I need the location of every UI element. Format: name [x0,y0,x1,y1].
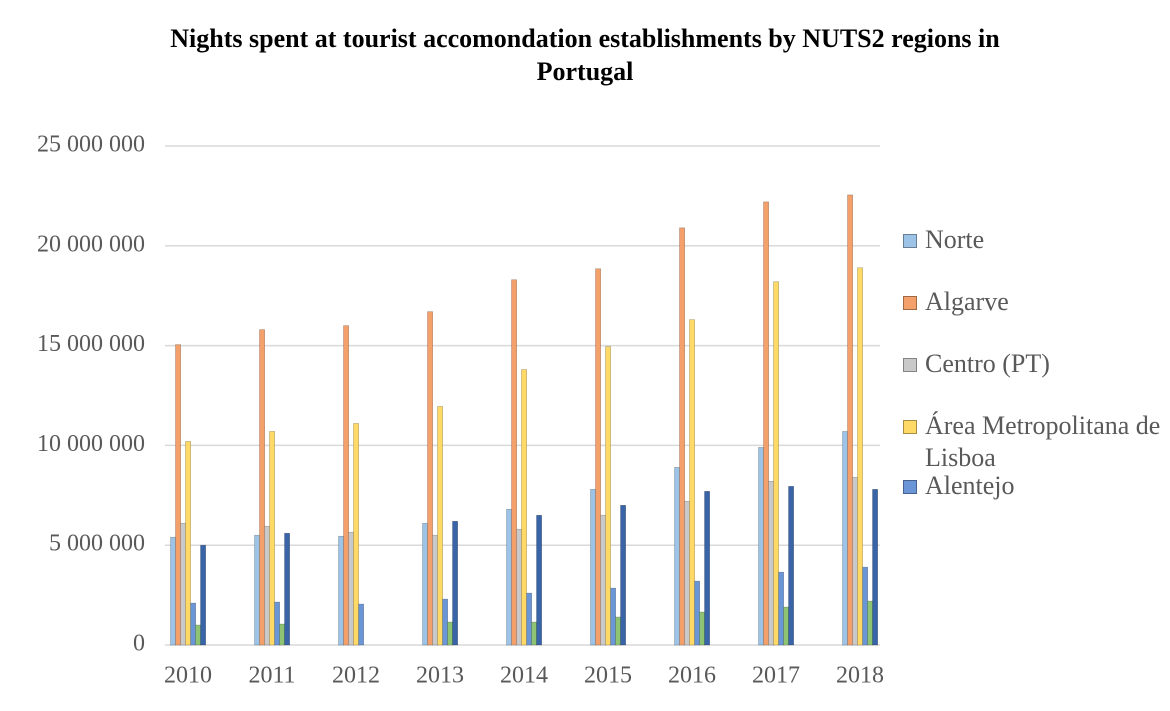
bar [694,580,700,646]
x-tick-label: 2015 [584,663,632,689]
bar [684,500,690,646]
bar [778,571,784,646]
bar [788,486,794,646]
bar [422,522,428,646]
bar [437,406,443,646]
bar [872,489,878,646]
bar [343,325,349,646]
legend-item: Centro (PT) [903,348,1168,380]
bar [679,227,685,646]
legend-swatch [903,420,917,434]
bar [511,279,517,646]
bar [674,467,680,646]
bar [264,525,270,646]
bar [773,281,779,646]
y-tick-label: 0 [133,631,145,657]
bar [447,621,453,646]
bar [284,532,290,646]
legend-label: Centro (PT) [925,349,1050,378]
bar [185,441,191,646]
legend-swatch [903,480,917,494]
bar [195,624,201,646]
bar [862,566,868,646]
bar [432,534,438,646]
bar [358,603,364,646]
bar [867,600,873,646]
bar [620,504,626,646]
bar [590,489,596,646]
bar [610,587,616,646]
bar [763,201,769,646]
y-tick-label: 10 000 000 [37,431,145,457]
x-tick-label: 2016 [668,663,716,689]
x-tick-label: 2018 [836,663,884,689]
y-tick-label: 25 000 000 [37,132,145,158]
legend-item: Alentejo [903,470,1168,502]
bar [847,194,853,646]
bar [353,423,359,646]
bar [600,514,606,646]
x-tick-label: 2012 [332,663,380,689]
x-tick-label: 2011 [248,663,295,689]
legend-item: Área Metropolitana de Lisboa [903,410,1168,474]
bar [615,616,621,646]
bar [269,431,275,646]
legend-label: Alentejo [925,471,1015,500]
bar [689,319,695,646]
bar [279,623,285,646]
chart-title: Nights spent at tourist accomondation es… [170,24,1000,86]
bar [857,267,863,646]
bar [842,431,848,646]
bar [200,544,206,646]
legend-item: Algarve [903,286,1168,318]
y-tick-label: 15 000 000 [37,331,145,357]
y-tick-label: 5 000 000 [49,531,145,557]
legend-swatch [903,358,917,372]
bar [259,329,265,646]
legend-label: Norte [925,225,985,254]
legend-swatch [903,234,917,248]
legend-swatch [903,296,917,310]
legend-label: Área Metropolitana de Lisboa [925,411,1161,472]
bar [783,606,789,646]
bar [521,369,527,646]
bar [758,447,764,646]
y-tick-label: 20 000 000 [37,231,145,257]
bar [170,536,176,646]
legend-item: Norte [903,224,1168,256]
bar [605,346,611,646]
legend: Norte Algarve Centro (PT) Área Metropolitan… [903,224,1168,532]
bar [452,520,458,646]
bar [180,522,186,646]
bar [338,535,344,646]
bar [442,598,448,646]
bar [595,268,601,646]
x-tick-label: 2017 [752,663,800,689]
legend-label: Algarve [925,287,1009,316]
bar [274,601,280,646]
bar [536,514,542,646]
x-tick-label: 2010 [164,663,212,689]
bar [506,508,512,646]
bar [526,592,532,646]
x-tick-label: 2014 [500,663,548,689]
bar [190,602,196,646]
bar [704,491,710,646]
bar [699,611,705,646]
bar [175,344,181,646]
bar [348,531,354,646]
bar [516,528,522,646]
bar [427,311,433,646]
x-tick-label: 2013 [416,663,464,689]
bar [852,477,858,646]
bar [768,481,774,646]
bar [531,621,537,646]
bar [254,534,260,646]
